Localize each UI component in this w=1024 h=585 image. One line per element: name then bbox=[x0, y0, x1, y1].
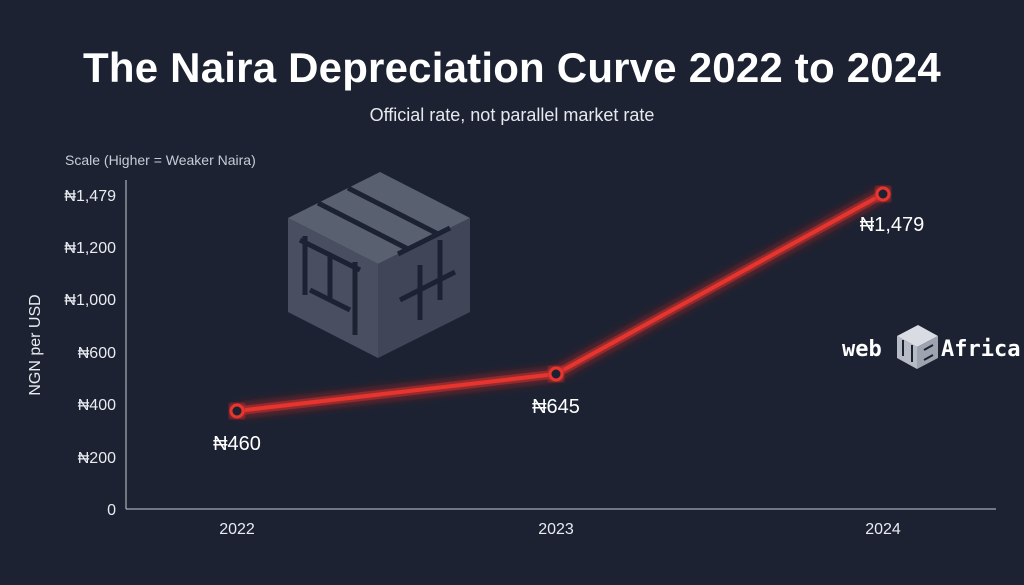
y-tick-label: ₦1,200 bbox=[64, 240, 116, 257]
brand-logo-text-africa: Africa bbox=[941, 337, 1020, 362]
chart-title: The Naira Depreciation Curve 2022 to 202… bbox=[83, 44, 941, 91]
x-tick-label: 2023 bbox=[538, 521, 574, 538]
y-axis-label: NGN per USD bbox=[27, 294, 44, 395]
data-point-2024 bbox=[875, 186, 891, 202]
y-tick-label: ₦1,000 bbox=[64, 292, 116, 309]
brand-logo-text-web: web bbox=[842, 337, 882, 362]
y-tick-label: 0 bbox=[107, 502, 116, 519]
x-tick-label: 2022 bbox=[219, 521, 255, 538]
brand-logo: web Africa bbox=[842, 325, 1020, 369]
y-tick-label: ₦400 bbox=[78, 397, 116, 414]
data-label-2022: ₦460 bbox=[213, 433, 261, 455]
y-tick-label: ₦200 bbox=[78, 450, 116, 467]
data-label-2024: ₦1,479 bbox=[860, 214, 925, 236]
chart-subtitle: Official rate, not parallel market rate bbox=[369, 105, 655, 125]
watermark-cube-logo-icon bbox=[288, 172, 470, 358]
data-label-2023: ₦645 bbox=[532, 396, 580, 418]
y-tick-label: ₦1,479 bbox=[64, 188, 116, 205]
cube-maze-logo-icon bbox=[897, 325, 938, 369]
x-tick-label: 2024 bbox=[865, 521, 901, 538]
data-point-2023 bbox=[548, 366, 564, 382]
y-tick-label: ₦600 bbox=[78, 345, 116, 362]
scale-note: Scale (Higher = Weaker Naira) bbox=[65, 152, 256, 168]
data-point-2022 bbox=[229, 403, 245, 419]
